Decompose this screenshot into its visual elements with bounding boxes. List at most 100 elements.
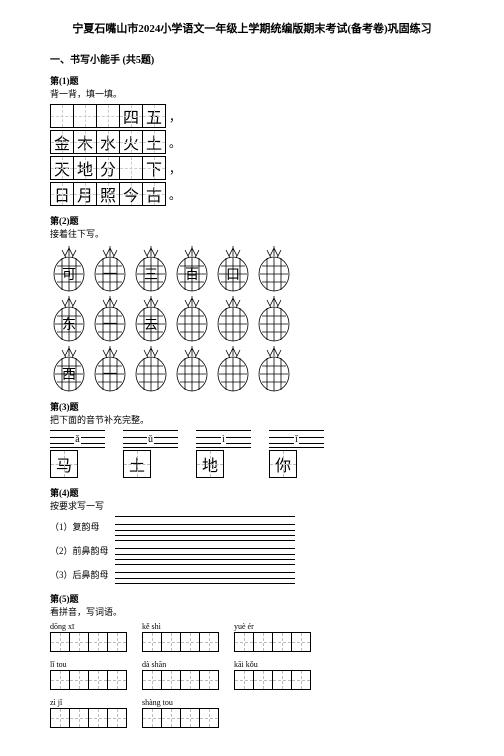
pineapple-cell: 一 xyxy=(91,244,129,292)
tian-cell xyxy=(107,670,127,690)
pineapple-cell: 东 xyxy=(50,294,88,342)
pinyin-text: dà shān xyxy=(142,660,219,669)
pyword: kě shì xyxy=(142,622,219,652)
write-label: （3）后鼻韵母 xyxy=(50,564,115,581)
tian-cell xyxy=(253,670,273,690)
row-punct: 。 xyxy=(169,186,181,203)
q3-block: ǎ 马ǔ 土ì 地ǐ 你 xyxy=(50,430,454,478)
tian-cell xyxy=(180,708,200,728)
char-cell: 木 xyxy=(73,130,97,154)
pinyin-text: dōng xī xyxy=(50,622,127,631)
tian-cell xyxy=(199,670,219,690)
tian-pair xyxy=(142,670,219,690)
tian-cell xyxy=(180,670,200,690)
char-cell: 土 xyxy=(142,130,166,154)
page-title: 宁夏石嘴山市2024小学语文一年级上学期统编版期末考试(备考卷)巩固练习 xyxy=(50,20,454,36)
pineapple-row: 可 一 三 百 口 xyxy=(50,244,454,292)
tian-cell xyxy=(142,708,162,728)
pinyin-text: kě shì xyxy=(142,622,219,631)
tian-cell xyxy=(180,632,200,652)
pinyin-item: ì 地 xyxy=(196,430,251,478)
tian-pair xyxy=(50,670,127,690)
pineapple-cell xyxy=(255,294,293,342)
pineapple-cell: 可 xyxy=(50,244,88,292)
section-1-label: 一、书写小能手 (共5题) xyxy=(50,51,454,66)
pyword: kāi kǒu xyxy=(234,660,311,690)
q4-prompt: 按要求写一写 xyxy=(50,499,454,512)
pinyin-line: ǎ xyxy=(50,430,105,448)
tian-cell xyxy=(142,670,162,690)
char-row: 金木水火土。 xyxy=(50,130,454,154)
char-cell: 四 xyxy=(119,104,143,128)
char-row: 四五， xyxy=(50,104,454,128)
write-row: （3）后鼻韵母 xyxy=(50,564,454,584)
tian-pair xyxy=(234,632,311,652)
tian-cell xyxy=(69,632,89,652)
row-punct: ， xyxy=(169,108,181,125)
char-cell: 火 xyxy=(119,130,143,154)
write-row: （2）前鼻韵母 xyxy=(50,540,454,560)
pinyin-line: ǐ xyxy=(269,430,324,448)
tian-char: 地 xyxy=(196,450,224,478)
pineapple-cell xyxy=(132,344,170,392)
tian-cell xyxy=(272,670,292,690)
tian-cell xyxy=(88,708,108,728)
pyword: yuè ér xyxy=(234,622,311,652)
pyword-row: dōng xī kě shì yuè ér xyxy=(50,622,454,652)
tian-pair xyxy=(50,632,127,652)
tian-char: 马 xyxy=(50,450,78,478)
q1-number: 第(1)题 xyxy=(50,74,454,87)
char-cell: 月 xyxy=(73,182,97,206)
tian-cell xyxy=(161,708,181,728)
pineapple-cell: 一 xyxy=(91,344,129,392)
char-cell: 照 xyxy=(96,182,120,206)
pinyin-item: ǐ 你 xyxy=(269,430,324,478)
pineapple-cell: 一 xyxy=(91,294,129,342)
q1-grid: 四五，金木水火土。天地分下，日月照今古。 xyxy=(50,104,454,206)
row-punct: 。 xyxy=(169,134,181,151)
pineapple-cell xyxy=(214,294,252,342)
tian-cell xyxy=(88,632,108,652)
pyword: dà shān xyxy=(142,660,219,690)
pineapple-cell xyxy=(255,244,293,292)
tian-cell xyxy=(234,670,254,690)
tian-cell xyxy=(50,708,70,728)
q4-number: 第(4)题 xyxy=(50,486,454,499)
write-lines xyxy=(115,516,295,536)
tian-cell xyxy=(199,632,219,652)
pinyin-text: lǐ tou xyxy=(50,660,127,669)
tian-cell xyxy=(291,670,311,690)
char-cell: 今 xyxy=(119,182,143,206)
pyword: lǐ tou xyxy=(50,660,127,690)
char-cell: 古 xyxy=(142,182,166,206)
char-row: 天地分下， xyxy=(50,156,454,180)
tian-cell xyxy=(88,670,108,690)
pyword: zì jǐ xyxy=(50,698,127,728)
tian-cell xyxy=(234,632,254,652)
pinyin-line: ǔ xyxy=(123,430,178,448)
tian-cell xyxy=(107,708,127,728)
q3-number: 第(3)题 xyxy=(50,400,454,413)
pineapple-cell: 三 xyxy=(132,244,170,292)
char-cell: 五 xyxy=(142,104,166,128)
tian-pair xyxy=(142,632,219,652)
pineapple-cell: 口 xyxy=(214,244,252,292)
write-lines xyxy=(115,540,295,560)
char-cell xyxy=(119,156,143,180)
write-row: （1）复韵母 xyxy=(50,516,454,536)
tian-cell xyxy=(69,670,89,690)
char-cell: 天 xyxy=(50,156,74,180)
pyword-row: zì jǐ shàng tou xyxy=(50,698,454,728)
q2-grid: 可 一 三 百 口 xyxy=(50,244,454,392)
write-label: （2）前鼻韵母 xyxy=(50,540,115,557)
pyword-row: lǐ tou dà shān kāi kǒu xyxy=(50,660,454,690)
char-cell: 地 xyxy=(73,156,97,180)
tian-char: 你 xyxy=(269,450,297,478)
tian-cell xyxy=(161,670,181,690)
char-cell xyxy=(50,104,74,128)
tian-cell xyxy=(142,632,162,652)
tian-cell xyxy=(50,632,70,652)
tian-cell xyxy=(291,632,311,652)
char-cell: 金 xyxy=(50,130,74,154)
char-cell xyxy=(73,104,97,128)
